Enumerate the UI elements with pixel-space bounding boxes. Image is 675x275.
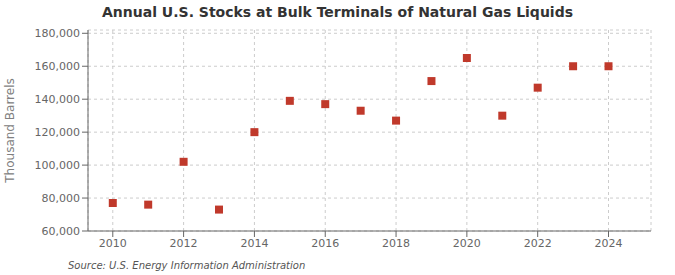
svg-text:2018: 2018 [382,237,410,250]
html-text:Source: U.S. Energy Informatio: Source: U.S. Energy Information Administ… [68,260,306,271]
svg-text:2016: 2016 [311,237,339,250]
svg-text:60,000: 60,000 [42,225,81,238]
svg-text:2024: 2024 [595,237,623,250]
svg-text:120,000: 120,000 [35,126,81,139]
svg-text:80,000: 80,000 [42,192,81,205]
svg-text:2012: 2012 [170,237,198,250]
svg-text:2020: 2020 [453,237,481,250]
svg-text:140,000: 140,000 [35,93,81,106]
svg-text:160,000: 160,000 [35,60,81,73]
svg-text:2022: 2022 [524,237,552,250]
svg-text:Thousand Barrels: Thousand Barrels [8,78,17,183]
svg-text:2010: 2010 [99,237,127,250]
svg-text:2014: 2014 [240,237,268,250]
html-text:Annual U.S. Stocks at Bulk Ter: Annual U.S. Stocks at Bulk Terminals of … [102,4,573,20]
svg-text:180,000: 180,000 [35,27,81,40]
svg-text:100,000: 100,000 [35,159,81,172]
